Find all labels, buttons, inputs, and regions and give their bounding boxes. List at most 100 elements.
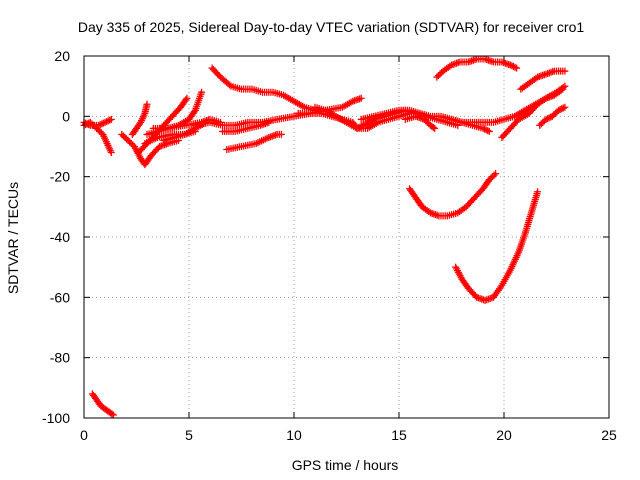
data-point-marker: [357, 94, 365, 102]
data-series-arc-02: [80, 115, 115, 129]
data-point-marker: [492, 170, 500, 178]
data-point-marker: [511, 63, 519, 71]
data-point-marker: [558, 105, 566, 113]
data-series-arc-24: [517, 67, 569, 93]
data-point-marker: [183, 94, 191, 102]
data-point-marker: [96, 121, 104, 129]
data-point-marker: [434, 72, 442, 80]
y-tick-label: -80: [50, 350, 70, 366]
x-tick-label: 0: [80, 427, 88, 443]
data-series-arc-13: [223, 130, 285, 154]
data-point-marker: [99, 119, 107, 127]
data-point-marker: [107, 149, 115, 157]
data-series-arc-18: [401, 112, 439, 132]
data-point-marker: [559, 104, 567, 112]
x-tick-label: 20: [496, 427, 512, 443]
data-point-marker: [545, 114, 553, 122]
data-point-marker: [429, 123, 437, 131]
data-point-marker: [431, 124, 439, 132]
data-point-marker: [98, 120, 106, 128]
data-layer: [80, 55, 569, 419]
data-point-marker: [104, 117, 112, 125]
data-point-marker: [536, 121, 544, 129]
y-tick-label: -40: [50, 229, 70, 245]
data-point-marker: [561, 67, 569, 75]
data-point-marker: [143, 100, 151, 108]
data-point-marker: [423, 118, 431, 126]
data-point-marker: [124, 136, 132, 144]
data-point-marker: [190, 108, 198, 116]
data-point-marker: [485, 127, 493, 135]
data-point-marker: [488, 173, 496, 181]
data-point-marker: [490, 171, 498, 179]
data-point-marker: [513, 64, 521, 72]
data-point-marker: [482, 126, 490, 134]
data-point-marker: [198, 88, 206, 96]
data-point-marker: [506, 61, 514, 69]
data-point-marker: [121, 133, 129, 141]
data-point-marker: [85, 121, 93, 129]
data-series-arc-16: [311, 103, 413, 132]
data-point-marker: [559, 85, 567, 93]
y-tick-label: -100: [42, 410, 70, 426]
data-series-arc-22: [452, 188, 542, 304]
data-point-marker: [83, 120, 91, 128]
data-point-marker: [433, 73, 441, 81]
data-series-arc-10: [160, 127, 199, 144]
x-axis-label: GPS time / hours: [292, 457, 399, 473]
x-tick-label: 15: [391, 427, 407, 443]
y-tick-label: -20: [50, 169, 70, 185]
data-point-marker: [103, 118, 111, 126]
data-series-arc-25: [536, 103, 569, 129]
data-point-marker: [436, 70, 444, 78]
data-point-marker: [265, 118, 273, 126]
data-point-marker: [509, 63, 517, 71]
data-point-marker: [226, 81, 233, 89]
data-point-marker: [534, 188, 542, 196]
data-point-marker: [118, 130, 126, 138]
data-point-marker: [420, 115, 428, 123]
data-series-arc-03: [88, 390, 117, 419]
data-point-marker: [485, 176, 493, 184]
data-point-marker: [556, 106, 564, 114]
data-series-arc-14: [219, 118, 273, 135]
data-point-marker: [557, 86, 565, 94]
x-tick-label: 25: [601, 427, 617, 443]
x-tick-label: 5: [185, 427, 193, 443]
chart-title: Day 335 of 2025, Sidereal Day-to-day VTE…: [78, 19, 584, 35]
data-point-marker: [550, 111, 558, 119]
data-point-marker: [123, 135, 131, 143]
x-tick-label: 10: [286, 427, 302, 443]
y-tick-label: 0: [62, 108, 70, 124]
data-point-marker: [277, 130, 285, 138]
data-point-marker: [127, 139, 135, 147]
data-point-marker: [106, 116, 114, 124]
y-axis-label: SDTVAR / TECUs: [5, 182, 21, 294]
data-point-marker: [108, 410, 116, 418]
data-point-marker: [551, 109, 559, 117]
data-point-marker: [481, 125, 489, 133]
data-point-marker: [561, 103, 569, 111]
data-point-marker: [555, 106, 563, 114]
data-point-marker: [484, 127, 492, 135]
data-point-marker: [82, 119, 90, 127]
y-tick-label: -60: [50, 289, 70, 305]
data-point-marker: [539, 118, 547, 126]
data-point-marker: [107, 115, 115, 123]
data-point-marker: [101, 118, 109, 126]
data-series-arc-19: [406, 170, 500, 220]
data-point-marker: [479, 124, 487, 132]
data-point-marker: [508, 62, 516, 70]
data-point-marker: [95, 121, 103, 129]
data-point-marker: [191, 127, 199, 135]
data-series-arc-23: [498, 85, 567, 141]
data-point-marker: [544, 115, 552, 123]
data-point-marker: [96, 127, 104, 135]
data-point-marker: [422, 117, 430, 125]
data-point-marker: [119, 132, 127, 140]
data-series-arc-05: [128, 100, 151, 138]
plot-frame: [83, 55, 610, 419]
data-point-marker: [182, 96, 190, 104]
data-point-marker: [548, 112, 556, 120]
